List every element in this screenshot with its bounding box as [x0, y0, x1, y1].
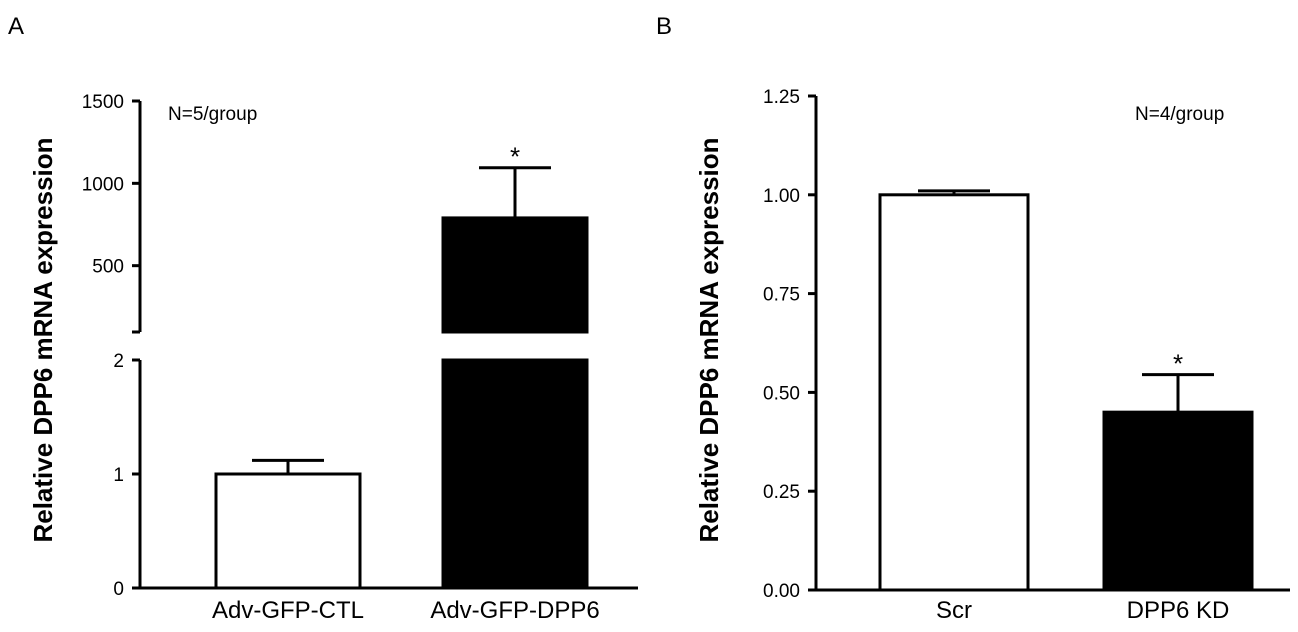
y-tick-label: 0.50 — [763, 383, 800, 404]
significance-star: * — [510, 142, 520, 172]
y-tick-label: 1.25 — [763, 87, 800, 108]
y-tick-label: 500 — [92, 257, 124, 278]
panel-a-label: A — [8, 13, 24, 40]
panel-b-bars: * — [878, 189, 1254, 592]
y-tick-label: 0.25 — [763, 482, 800, 503]
y-tick-label: 0.00 — [763, 581, 800, 602]
y-tick-label: 2 — [113, 351, 124, 372]
panel-b-category-label-kd: DPP6 KD — [1127, 597, 1230, 624]
bar-dpp6-kd — [1102, 410, 1254, 592]
y-tick-label: 1 — [113, 465, 124, 486]
panel-a-annotation: N=5/group — [168, 104, 257, 125]
significance-star: * — [1173, 349, 1183, 379]
bar-adv-gfp-dpp6-lower — [441, 358, 589, 590]
panel-a: A Relative DPP6 mRNA expression N=5/grou… — [8, 13, 638, 624]
bar-adv-gfp-dpp6-upper — [441, 216, 589, 334]
panel-a-bars: * — [214, 142, 589, 590]
bar-scr — [878, 193, 1030, 592]
panel-a-category-label-ctl: Adv-GFP-CTL — [212, 597, 364, 624]
y-tick-label: 0.75 — [763, 285, 800, 306]
y-tick-label: 1500 — [82, 92, 124, 113]
panel-a-category-label-dpp6: Adv-GFP-DPP6 — [430, 597, 599, 624]
y-tick-label: 1.00 — [763, 186, 800, 207]
panel-b-annotation: N=4/group — [1135, 104, 1224, 125]
panel-b-label: B — [656, 13, 672, 40]
panel-b-y-axis-label: Relative DPP6 mRNA expression — [694, 137, 724, 542]
panel-a-y-axis-label: Relative DPP6 mRNA expression — [28, 137, 58, 542]
y-tick-label: 0 — [113, 579, 124, 600]
y-tick-label: 1000 — [82, 174, 124, 195]
panel-b-category-label-scr: Scr — [936, 597, 972, 624]
panel-b: B Relative DPP6 mRNA expression N=4/grou… — [656, 13, 1290, 624]
bar-adv-gfp-ctl — [214, 472, 362, 590]
